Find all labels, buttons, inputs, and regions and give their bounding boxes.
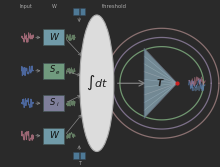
FancyBboxPatch shape bbox=[43, 29, 64, 45]
Text: T: T bbox=[78, 161, 81, 166]
FancyBboxPatch shape bbox=[73, 152, 79, 159]
Text: S: S bbox=[50, 98, 55, 107]
Text: S: S bbox=[50, 65, 55, 74]
Text: T: T bbox=[156, 79, 163, 88]
FancyBboxPatch shape bbox=[80, 152, 85, 159]
Text: i: i bbox=[57, 102, 58, 107]
Polygon shape bbox=[144, 48, 177, 118]
Text: $\int dt$: $\int dt$ bbox=[86, 74, 108, 92]
FancyBboxPatch shape bbox=[73, 8, 79, 15]
FancyBboxPatch shape bbox=[43, 95, 64, 111]
FancyBboxPatch shape bbox=[80, 8, 85, 15]
FancyBboxPatch shape bbox=[43, 63, 64, 79]
Text: e: e bbox=[56, 70, 59, 75]
FancyBboxPatch shape bbox=[43, 128, 64, 144]
Text: Input: Input bbox=[20, 4, 33, 9]
Text: W: W bbox=[50, 131, 58, 140]
Text: W: W bbox=[50, 33, 58, 42]
Text: threshold: threshold bbox=[102, 4, 127, 9]
Ellipse shape bbox=[80, 15, 114, 151]
Text: W: W bbox=[51, 4, 56, 9]
